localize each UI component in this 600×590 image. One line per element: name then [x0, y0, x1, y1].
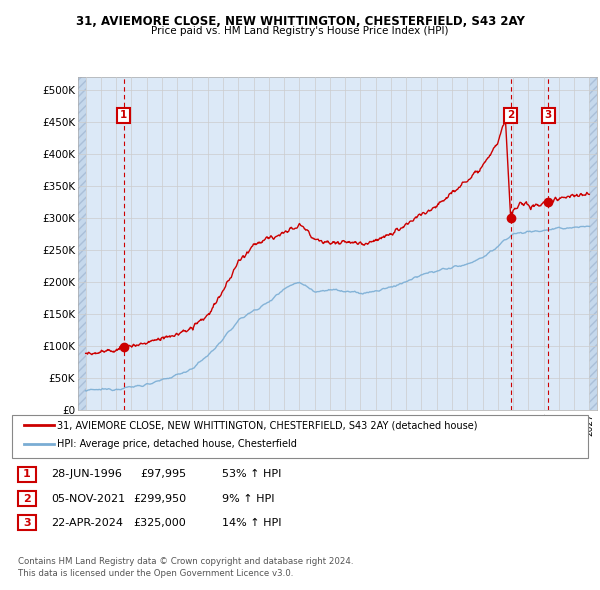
Text: 14% ↑ HPI: 14% ↑ HPI	[222, 518, 281, 527]
Text: 1: 1	[23, 470, 31, 479]
Text: £299,950: £299,950	[133, 494, 186, 503]
Text: Contains HM Land Registry data © Crown copyright and database right 2024.: Contains HM Land Registry data © Crown c…	[18, 557, 353, 566]
Bar	[589, 77, 597, 410]
Text: This data is licensed under the Open Government Licence v3.0.: This data is licensed under the Open Gov…	[18, 569, 293, 578]
Text: £325,000: £325,000	[133, 518, 186, 527]
Text: 2: 2	[23, 494, 31, 503]
Text: Price paid vs. HM Land Registry's House Price Index (HPI): Price paid vs. HM Land Registry's House …	[151, 26, 449, 36]
Text: 31, AVIEMORE CLOSE, NEW WHITTINGTON, CHESTERFIELD, S43 2AY: 31, AVIEMORE CLOSE, NEW WHITTINGTON, CHE…	[76, 15, 524, 28]
Text: 2: 2	[507, 110, 514, 120]
Text: £97,995: £97,995	[140, 470, 186, 479]
Text: 1: 1	[120, 110, 127, 120]
Text: 9% ↑ HPI: 9% ↑ HPI	[222, 494, 275, 503]
Text: 05-NOV-2021: 05-NOV-2021	[51, 494, 125, 503]
Text: 28-JUN-1996: 28-JUN-1996	[51, 470, 122, 479]
Text: 31, AVIEMORE CLOSE, NEW WHITTINGTON, CHESTERFIELD, S43 2AY (detached house): 31, AVIEMORE CLOSE, NEW WHITTINGTON, CHE…	[57, 421, 478, 430]
Text: 3: 3	[23, 518, 31, 527]
Text: HPI: Average price, detached house, Chesterfield: HPI: Average price, detached house, Ches…	[57, 440, 297, 449]
Text: 53% ↑ HPI: 53% ↑ HPI	[222, 470, 281, 479]
Text: 3: 3	[545, 110, 552, 120]
Bar	[78, 77, 86, 410]
Text: 22-APR-2024: 22-APR-2024	[51, 518, 123, 527]
